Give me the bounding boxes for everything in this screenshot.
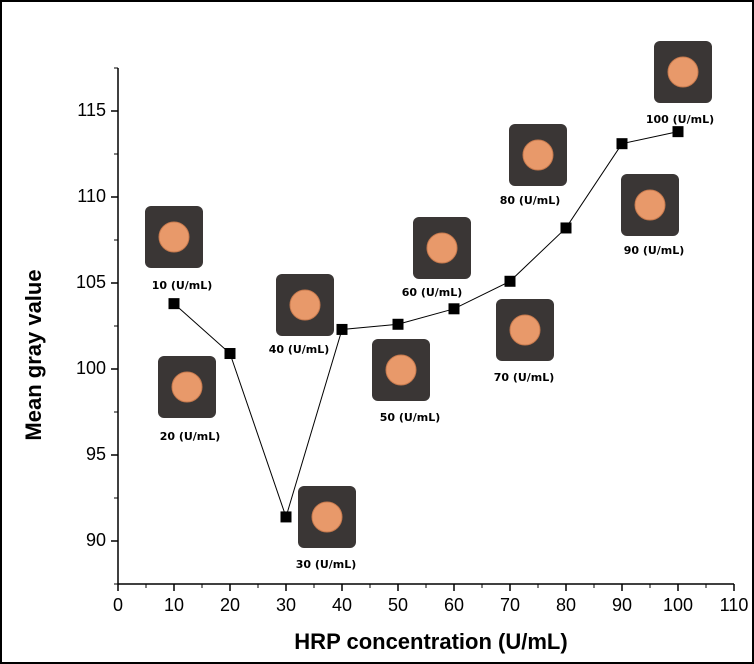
- point-label: 60 (U/mL): [402, 286, 463, 299]
- x-tick-label: 110: [720, 595, 749, 615]
- well-spot: [634, 189, 666, 221]
- y-axis-title: Mean gray value: [21, 269, 46, 440]
- x-tick-label: 10: [164, 595, 184, 615]
- point-label: 100 (U/mL): [646, 113, 714, 126]
- data-point: [616, 138, 628, 150]
- x-tick-label: 30: [276, 595, 296, 615]
- well-spot: [426, 232, 458, 264]
- point-label: 10 (U/mL): [152, 279, 213, 292]
- well-spot: [385, 354, 417, 386]
- y-tick-label: 100: [76, 358, 106, 378]
- point-label: 80 (U/mL): [500, 194, 561, 207]
- well-spot: [171, 371, 203, 403]
- x-tick-label: 0: [113, 595, 123, 615]
- x-tick-label: 70: [500, 595, 520, 615]
- x-axis-title: HRP concentration (U/mL): [294, 629, 567, 654]
- y-tick-label: 115: [77, 100, 106, 120]
- y-tick-label: 90: [86, 530, 106, 550]
- point-label: 20 (U/mL): [160, 430, 221, 443]
- y-tick-label: 110: [77, 186, 106, 206]
- x-tick-label: 50: [388, 595, 408, 615]
- well-spot: [667, 56, 699, 88]
- x-tick-label: 60: [444, 595, 464, 615]
- data-point: [448, 303, 460, 315]
- point-label: 50 (U/mL): [380, 411, 441, 424]
- y-tick-label: 95: [86, 444, 106, 464]
- well-spot: [509, 314, 541, 346]
- well-spot: [522, 139, 554, 171]
- data-point: [224, 348, 236, 360]
- data-point: [280, 511, 292, 523]
- data-point: [560, 222, 572, 234]
- point-label: 70 (U/mL): [494, 371, 555, 384]
- data-point: [672, 126, 684, 138]
- x-tick-label: 80: [556, 595, 576, 615]
- x-tick-label: 20: [220, 595, 240, 615]
- data-point: [392, 318, 404, 330]
- data-point: [336, 323, 348, 335]
- well-spot: [289, 289, 321, 321]
- x-tick-label: 90: [612, 595, 632, 615]
- well-spot: [311, 501, 343, 533]
- point-label: 90 (U/mL): [624, 244, 685, 257]
- data-point: [168, 298, 180, 310]
- y-tick-label: 105: [76, 272, 106, 292]
- point-label: 40 (U/mL): [269, 343, 330, 356]
- series-line: [173, 131, 679, 519]
- x-tick-label: 40: [332, 595, 352, 615]
- data-point: [504, 275, 516, 287]
- x-tick-label: 100: [663, 595, 693, 615]
- point-label: 30 (U/mL): [296, 558, 357, 571]
- well-spot: [158, 221, 190, 253]
